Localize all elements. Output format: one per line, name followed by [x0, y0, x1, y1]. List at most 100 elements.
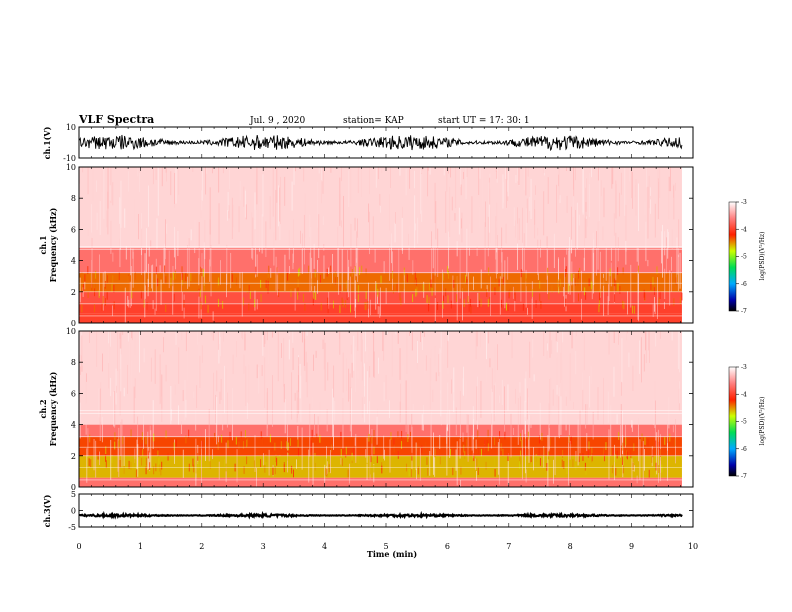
spectrogram-streak: [112, 305, 113, 317]
spectrogram-streak: [146, 228, 147, 273]
spectrogram-streak: [518, 167, 520, 186]
spectrogram-speck: [209, 461, 211, 469]
spectrogram-streak: [655, 400, 656, 447]
spectrogram-speck: [112, 275, 114, 283]
spectrogram-streak: [226, 273, 227, 298]
spectrogram-streak: [222, 167, 224, 174]
x-axis-label: Time (min): [367, 549, 417, 559]
spectrogram-streak: [533, 374, 535, 382]
y-tick-label: 10: [66, 327, 76, 336]
spectrogram-speck: [602, 277, 604, 286]
spectrogram-speck: [591, 454, 593, 463]
spectrogram-streak: [210, 245, 212, 297]
spectrogram-speck: [644, 292, 646, 301]
spectrogram-streak: [652, 398, 654, 426]
spectrogram-speck: [308, 265, 310, 274]
spectrogram-streak: [159, 265, 161, 273]
spectrogram-streak: [558, 174, 559, 187]
spectrogram-streak: [421, 173, 423, 222]
spectrogram-streak: [632, 171, 633, 209]
spectrogram-band: [79, 477, 682, 487]
spectrogram-speck: [473, 453, 475, 462]
spectrogram-speck: [81, 304, 83, 313]
spectrogram-speck: [520, 269, 522, 278]
spectrogram-streak: [397, 331, 399, 344]
spectrogram-streak: [218, 203, 220, 245]
spectrogram-streak: [245, 167, 246, 191]
spectrogram-streak: [679, 252, 681, 289]
spectrogram-streak: [149, 452, 151, 472]
colorbar-tick-label: -5: [741, 419, 747, 426]
spectrogram-streak: [201, 167, 203, 201]
spectrogram-streak: [368, 282, 369, 318]
spectrogram-streak: [613, 213, 615, 236]
spectrogram-streak: [667, 232, 669, 249]
spectrogram-streak: [456, 241, 458, 257]
spectrogram-streak: [411, 331, 413, 351]
spectrogram-speck: [548, 291, 550, 300]
colorbar-tick-label: -5: [741, 254, 747, 261]
spectrogram-streak: [673, 186, 674, 198]
spectrogram-streak: [148, 447, 150, 469]
spectrogram-streak: [671, 273, 673, 292]
spectrogram-streak: [159, 370, 161, 403]
spectrogram-streak: [366, 347, 368, 363]
spectrogram-streak: [620, 331, 621, 379]
spectrogram-streak: [292, 253, 294, 270]
spectrogram-streak: [569, 353, 571, 401]
spectrogram-speck: [447, 295, 449, 304]
spectrogram-speck: [486, 289, 488, 297]
spectrogram-streak: [155, 167, 157, 180]
spectrogram-streak: [585, 404, 587, 429]
spectrogram-speck: [227, 440, 229, 449]
spectrogram-speck: [314, 462, 316, 471]
figure-title: VLF Spectra: [78, 113, 154, 126]
spectrogram-streak: [354, 437, 356, 446]
spectrogram-streak: [144, 253, 146, 274]
spectrogram-streak: [615, 232, 617, 281]
spectrogram-streak: [599, 169, 601, 222]
spectrogram-speck: [622, 453, 624, 462]
spectrogram-speck: [466, 276, 468, 285]
spectrogram-speck: [214, 432, 216, 441]
spectrogram-streak: [225, 465, 227, 478]
spectrogram-streak: [434, 247, 436, 296]
spectrogram-streak: [417, 217, 418, 244]
spectrogram-speck: [603, 453, 605, 462]
spectrogram-streak: [187, 331, 189, 381]
spectrogram-streak: [474, 458, 476, 470]
spectrogram-streak: [635, 350, 637, 381]
spectrogram-streak: [110, 439, 112, 480]
spectrogram-streak: [236, 341, 237, 358]
spectrogram-streak: [317, 416, 319, 437]
spectrogram-streak: [568, 435, 569, 486]
spectrogram-speck: [198, 288, 200, 297]
spectrogram-streak: [350, 344, 352, 355]
spectrogram-speck: [325, 458, 327, 467]
spectrogram-speck: [519, 433, 521, 442]
spectrogram-speck: [655, 468, 657, 477]
spectrogram-streak: [181, 421, 182, 434]
spectrogram-streak: [651, 446, 653, 467]
spectrogram-streak: [281, 343, 282, 358]
spectrogram-streak: [137, 167, 139, 177]
spectrogram-speck: [681, 292, 683, 301]
spectrogram-streak: [357, 331, 359, 351]
spectrogram-streak: [620, 172, 622, 195]
spectrogram-speck: [487, 298, 489, 307]
spectrogram-streak: [132, 252, 134, 288]
spectrogram-streak: [513, 207, 515, 226]
spectrogram-streak: [267, 331, 269, 364]
spectrogram-speck: [562, 449, 564, 458]
ch1-spectrogram-ylabel-freq: Frequency (kHz): [48, 207, 58, 282]
spectrogram-speck: [408, 468, 410, 477]
spectrogram-streak: [117, 331, 119, 371]
spectrogram-speck: [310, 444, 312, 453]
spectrogram-speck: [297, 287, 299, 296]
spectrogram-speck: [267, 285, 269, 294]
colorbar-tick-label: -7: [741, 473, 747, 480]
spectrogram-speck: [316, 433, 318, 442]
spectrogram-streak: [203, 251, 205, 265]
spectrogram-streak: [478, 167, 480, 195]
spectrogram-speck: [376, 455, 378, 464]
